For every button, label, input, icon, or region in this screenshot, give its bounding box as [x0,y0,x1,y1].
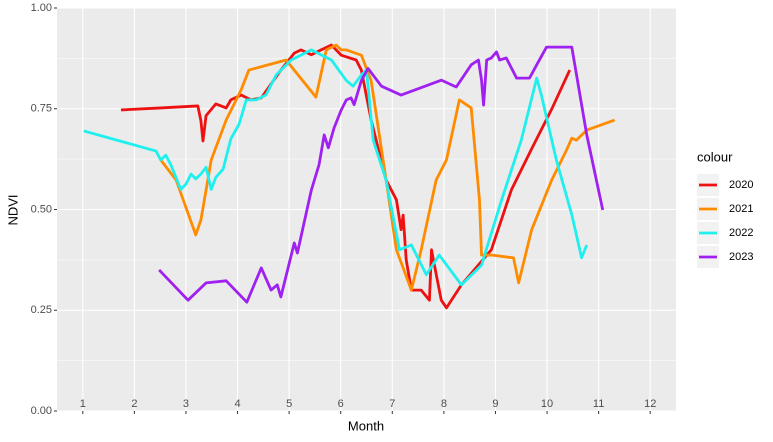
x-tick-label: 9 [492,398,498,410]
series-line [83,48,589,287]
x-axis-title: Month [348,418,384,433]
x-tick-label: 8 [441,398,447,410]
series-line [159,43,616,292]
x-tick-label: 12 [644,398,656,410]
x-tick-label: 1 [80,398,86,410]
y-tick-label: 0.50 [31,203,52,215]
legend-label: 2022 [729,227,753,239]
x-tick-label: 4 [234,398,240,410]
x-tick-label: 10 [541,398,553,410]
grid [57,7,676,412]
x-tick-label: 7 [389,398,395,410]
legend-label: 2020 [729,179,753,191]
legend: 2020 2021 2022 2023 [697,174,753,268]
legend-title: colour [697,149,733,164]
y-tick-label: 1.00 [31,2,52,14]
x-tick-label: 6 [338,398,344,410]
y-tick-label: 0.25 [31,304,52,316]
series-line [120,43,572,310]
y-axis-title: NDVI [5,194,20,225]
x-tick-label: 11 [593,398,604,410]
x-tick-label: 3 [183,398,189,410]
x-tick-label: 5 [286,398,292,410]
x-tick-label: 2 [131,398,137,410]
y-tick-label: 0.00 [31,405,52,417]
y-tick-label: 0.75 [31,103,52,115]
legend-label: 2021 [729,203,753,215]
legend-label: 2023 [729,251,753,263]
series-line [158,45,605,304]
lines [83,43,616,310]
